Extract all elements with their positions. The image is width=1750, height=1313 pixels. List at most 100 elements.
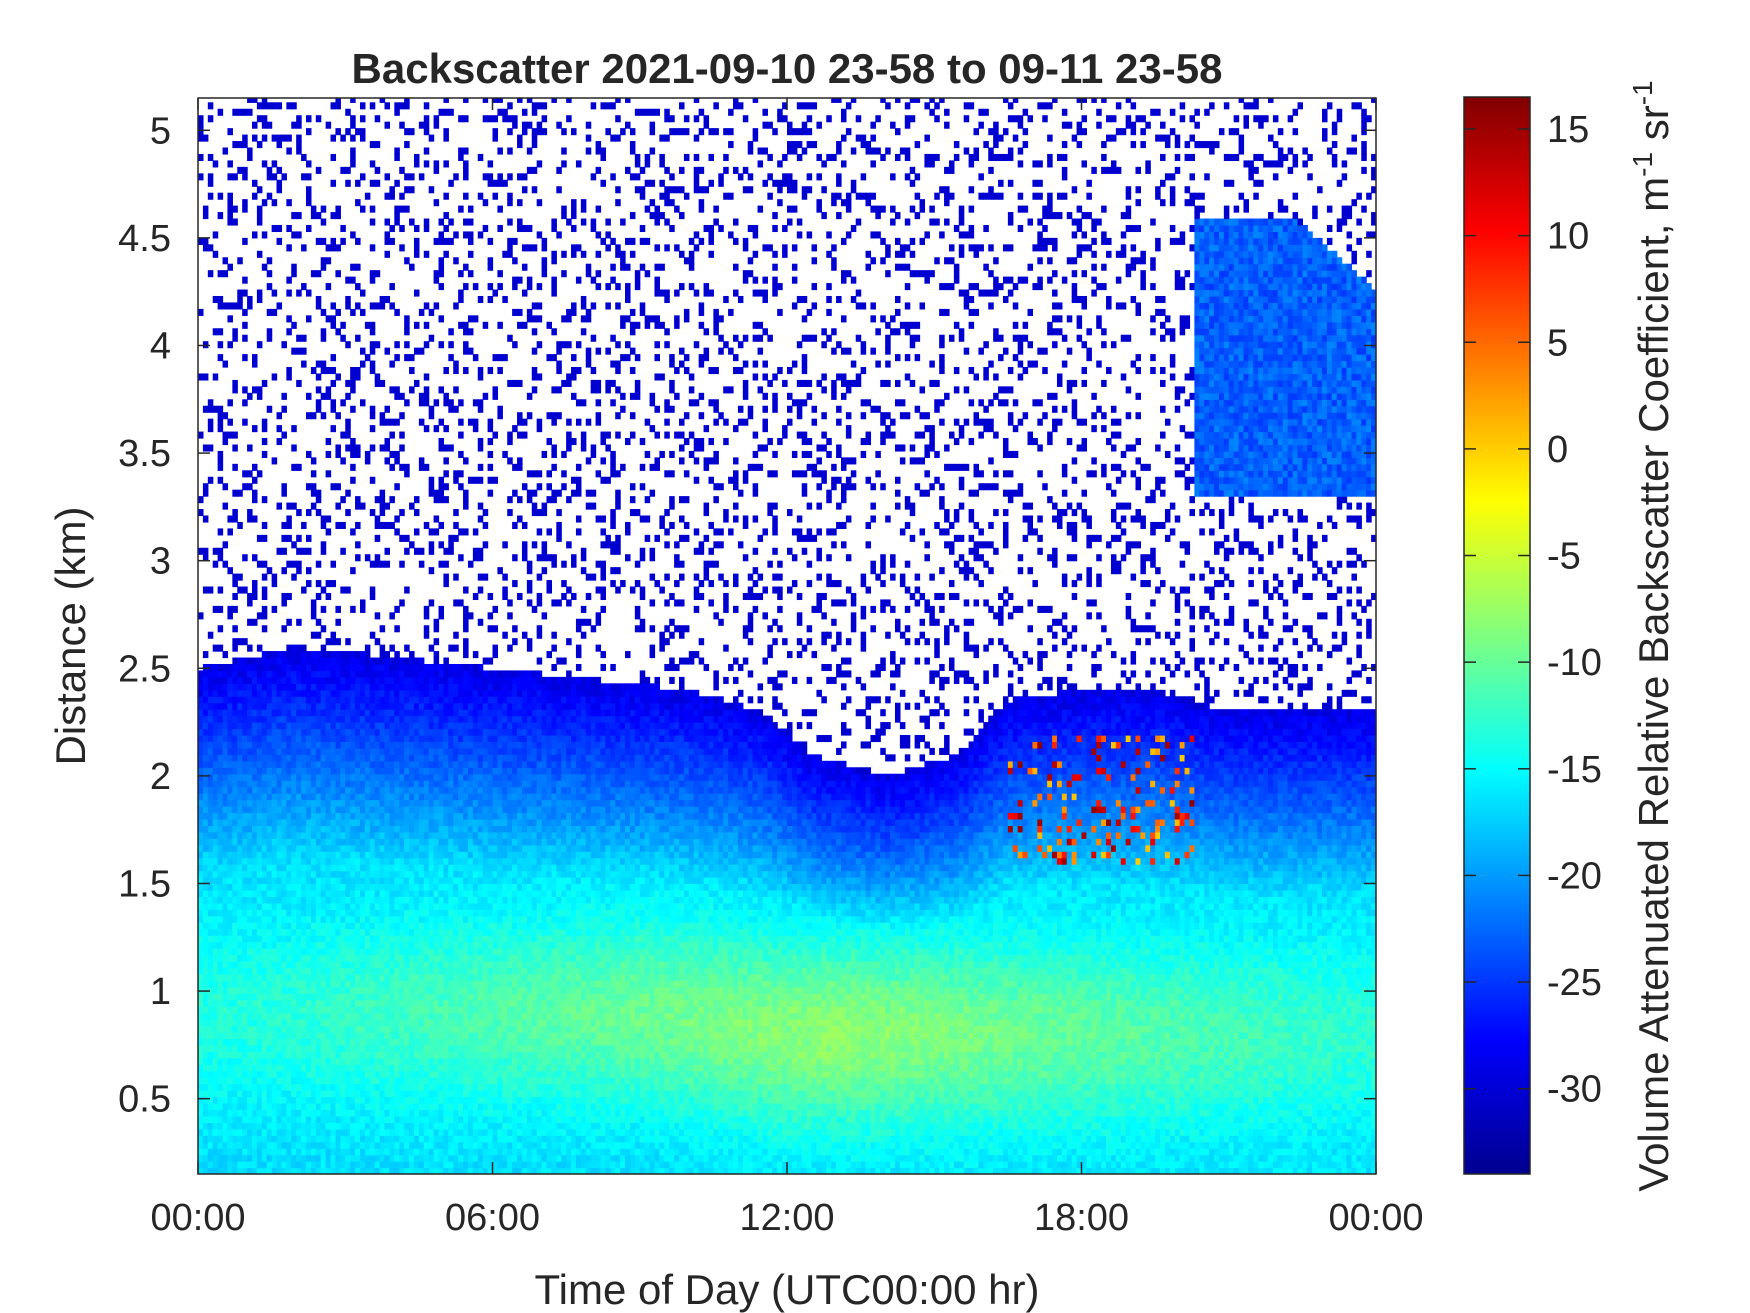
heatmap-cell (262, 1142, 268, 1149)
heatmap-cell (291, 1013, 297, 1020)
heatmap-cell (424, 793, 430, 800)
heatmap-cell (257, 1000, 263, 1007)
heatmap-cell (223, 1013, 229, 1020)
heatmap-cell (232, 444, 238, 451)
heatmap-cell (247, 729, 253, 736)
heatmap-cell (223, 942, 229, 949)
heatmap-cell (281, 1142, 287, 1149)
heatmap-cell (419, 690, 425, 697)
heatmap-cell (424, 393, 430, 400)
heatmap-cell (404, 754, 410, 761)
heatmap-cell (394, 955, 400, 962)
heatmap-cell (301, 645, 307, 652)
heatmap-cell (232, 1026, 238, 1033)
heatmap-cell (262, 864, 268, 871)
heatmap-cell (257, 935, 263, 942)
heatmap-cell (345, 277, 351, 284)
heatmap-cell (306, 1019, 312, 1026)
heatmap-cell (252, 800, 258, 807)
heatmap-cell (281, 567, 287, 574)
heatmap-cell (311, 735, 317, 742)
heatmap-cell (439, 993, 445, 1000)
heatmap-cell (380, 1026, 386, 1033)
heatmap-cell (375, 1064, 381, 1071)
heatmap-cell (365, 1097, 371, 1104)
heatmap-cell (218, 838, 224, 845)
heatmap-cell (409, 1071, 415, 1078)
heatmap-cell (296, 1013, 302, 1020)
heatmap-cell (385, 1045, 391, 1052)
heatmap-cell (296, 509, 302, 516)
heatmap-cell (257, 864, 263, 871)
heatmap-cell (232, 1032, 238, 1039)
heatmap-cell (213, 548, 219, 555)
heatmap-cell (223, 864, 229, 871)
heatmap-cell (345, 638, 351, 645)
heatmap-cell (350, 567, 356, 574)
heatmap-cell (380, 1032, 386, 1039)
heatmap-cell (198, 890, 204, 897)
heatmap-cell (404, 102, 410, 109)
heatmap-cell (257, 709, 263, 716)
heatmap-cell (291, 774, 297, 781)
heatmap-cell (311, 683, 317, 690)
heatmap-cell (272, 767, 278, 774)
heatmap-cell (321, 980, 327, 987)
heatmap-cell (409, 1026, 415, 1033)
heatmap-cell (380, 961, 386, 968)
heatmap-cell (340, 890, 346, 897)
heatmap-cell (409, 780, 415, 787)
heatmap-cell (306, 748, 312, 755)
heatmap-cell (242, 832, 248, 839)
heatmap-cell (331, 806, 337, 813)
heatmap-cell (232, 819, 238, 826)
heatmap-cell (208, 851, 214, 858)
heatmap-cell (419, 1084, 425, 1091)
heatmap-cell (227, 845, 233, 852)
heatmap-cell (394, 1129, 400, 1136)
heatmap-cell (321, 774, 327, 781)
heatmap-cell (434, 812, 440, 819)
heatmap-cell (208, 883, 214, 890)
heatmap-cell (360, 1071, 366, 1078)
heatmap-cell (237, 1026, 243, 1033)
heatmap-cell (439, 1026, 445, 1033)
heatmap-cell (439, 496, 445, 503)
heatmap-cell (340, 774, 346, 781)
heatmap-cell (296, 464, 302, 471)
heatmap-cell (267, 567, 273, 574)
heatmap-cell (227, 858, 233, 865)
heatmap-cell (203, 212, 209, 219)
heatmap-cell (424, 128, 430, 135)
heatmap-cell (434, 890, 440, 897)
heatmap-cell (434, 677, 440, 684)
heatmap-cell (242, 800, 248, 807)
heatmap-cell (267, 1026, 273, 1033)
heatmap-cell (331, 877, 337, 884)
heatmap-cell (301, 1122, 307, 1129)
heatmap-cell (404, 883, 410, 890)
heatmap-cell (227, 1051, 233, 1058)
heatmap-cell (306, 709, 312, 716)
heatmap-cell (247, 1097, 253, 1104)
heatmap-cell (443, 955, 449, 962)
heatmap-cell (340, 1006, 346, 1013)
heatmap-cell (443, 709, 449, 716)
heatmap-cell (306, 961, 312, 968)
heatmap-cell (272, 903, 278, 910)
heatmap-cell (424, 916, 430, 923)
heatmap-cell (326, 1026, 332, 1033)
heatmap-cell (335, 864, 341, 871)
heatmap-cell (380, 832, 386, 839)
heatmap-cell (409, 774, 415, 781)
heatmap-cell (272, 800, 278, 807)
heatmap-cell (281, 780, 287, 787)
heatmap-cell (443, 806, 449, 813)
heatmap-cell (389, 186, 395, 193)
heatmap-cell (434, 787, 440, 794)
heatmap-cell (434, 935, 440, 942)
heatmap-cell (345, 1090, 351, 1097)
heatmap-cell (399, 1071, 405, 1078)
heatmap-cell (335, 806, 341, 813)
heatmap-cell (380, 1109, 386, 1116)
